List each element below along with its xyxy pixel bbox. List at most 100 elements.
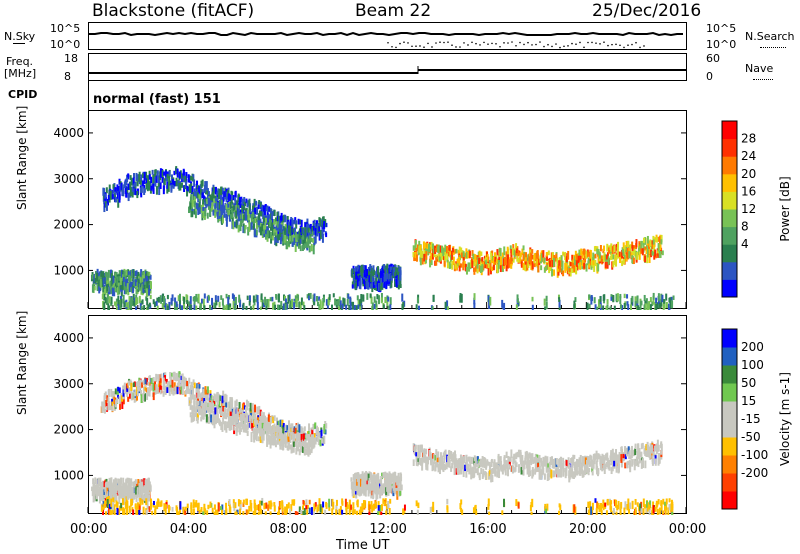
echo-pixel xyxy=(369,483,372,490)
echo-pixel xyxy=(619,304,622,310)
echo-pixel xyxy=(376,293,379,300)
echo-pixel xyxy=(433,460,436,465)
echo-pixel xyxy=(284,295,287,301)
echo-pixel xyxy=(273,219,276,225)
echo-pixel xyxy=(94,479,97,485)
echo-pixel xyxy=(250,214,253,220)
echo-pixel xyxy=(176,382,179,389)
echo-pixel xyxy=(145,377,148,385)
echo-pixel xyxy=(527,260,530,268)
echo-pixel xyxy=(274,237,277,243)
echo-pixel xyxy=(282,425,285,434)
echo-pixel xyxy=(446,306,449,310)
echo-pixel xyxy=(200,395,203,401)
nsearch-point xyxy=(431,46,433,48)
echo-pixel xyxy=(250,431,253,438)
echo-pixel xyxy=(247,213,250,221)
echo-pixel xyxy=(314,227,317,236)
echo-pixel xyxy=(424,449,427,455)
nsearch-point xyxy=(615,43,617,46)
echo-pixel xyxy=(248,295,251,303)
echo-pixel xyxy=(502,305,505,310)
echo-pixel xyxy=(124,489,127,497)
echo-pixel xyxy=(118,190,121,197)
echo-pixel xyxy=(536,250,539,256)
echo-pixel xyxy=(571,254,574,261)
echo-pixel xyxy=(234,400,237,408)
echo-pixel xyxy=(492,264,495,271)
echo-pixel xyxy=(314,422,317,429)
echo-pixel xyxy=(118,387,121,394)
echo-pixel xyxy=(585,263,588,272)
echo-pixel xyxy=(127,488,130,494)
echo-pixel xyxy=(465,460,468,469)
echo-pixel xyxy=(455,264,458,271)
echo-pixel xyxy=(610,294,613,299)
echo-pixel xyxy=(144,393,147,402)
echo-pixel xyxy=(358,269,361,275)
echo-pixel xyxy=(279,428,282,435)
echo-pixel xyxy=(189,403,192,410)
echo-pixel xyxy=(494,259,497,265)
echo-pixel xyxy=(323,424,326,434)
echo-pixel xyxy=(244,414,247,421)
echo-pixel xyxy=(142,275,145,283)
noise-tick-left-bottom: 10^0 xyxy=(50,38,81,51)
echo-pixel xyxy=(536,454,539,461)
echo-pixel xyxy=(141,299,144,305)
echo-pixel xyxy=(191,210,194,218)
echo-pixel xyxy=(538,454,541,463)
echo-pixel xyxy=(248,415,251,422)
echo-pixel xyxy=(590,296,593,305)
echo-pixel xyxy=(671,300,674,309)
echo-pixel xyxy=(479,261,482,268)
echo-pixel xyxy=(309,223,312,229)
echo-pixel xyxy=(494,464,497,473)
echo-pixel xyxy=(138,171,141,177)
echo-pixel xyxy=(640,300,643,306)
echo-pixel xyxy=(458,263,461,272)
echo-pixel xyxy=(364,265,367,271)
echo-pixel xyxy=(290,431,293,438)
echo-pixel xyxy=(419,250,422,258)
echo-pixel xyxy=(116,193,119,199)
echo-pixel xyxy=(149,274,152,280)
echo-pixel xyxy=(335,300,338,306)
echo-pixel xyxy=(503,455,506,460)
echo-pixel xyxy=(271,235,274,241)
echo-pixel xyxy=(254,428,257,437)
echo-pixel xyxy=(359,486,362,495)
echo-pixel xyxy=(597,263,600,272)
echo-pixel xyxy=(619,258,622,264)
echo-pixel xyxy=(634,301,637,308)
echo-pixel xyxy=(360,264,363,271)
echo-pixel xyxy=(248,199,251,205)
echo-pixel xyxy=(229,194,232,201)
echo-pixel xyxy=(415,304,418,310)
echo-pixel xyxy=(202,388,205,398)
echo-pixel xyxy=(156,171,159,180)
echo-pixel xyxy=(619,295,622,305)
echo-pixel xyxy=(125,479,128,488)
echo-pixel xyxy=(358,480,361,490)
echo-pixel xyxy=(636,252,639,260)
echo-pixel xyxy=(266,230,269,238)
echo-pixel xyxy=(373,269,376,276)
echo-pixel xyxy=(473,293,476,300)
echo-pixel xyxy=(384,296,387,304)
cpid-text: normal (fast) 151 xyxy=(93,92,221,107)
echo-pixel xyxy=(611,246,614,255)
echo-pixel xyxy=(544,306,547,310)
echo-pixel xyxy=(549,468,552,477)
echo-pixel xyxy=(114,388,117,395)
echo-band-900-noon xyxy=(350,263,402,293)
echo-pixel xyxy=(498,253,501,263)
echo-pixel xyxy=(309,449,312,455)
echo-pixel xyxy=(484,260,487,265)
echo-pixel xyxy=(439,452,442,461)
echo-pixel xyxy=(223,205,226,214)
echo-pixel xyxy=(356,479,359,486)
echo-pixel xyxy=(119,183,122,192)
nsearch-point xyxy=(479,44,481,46)
